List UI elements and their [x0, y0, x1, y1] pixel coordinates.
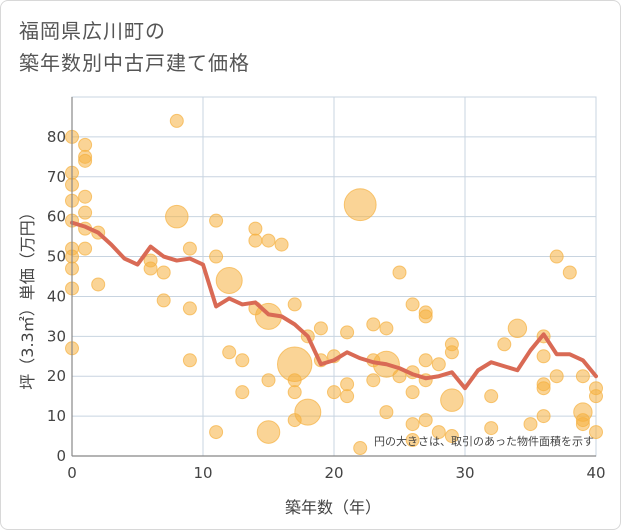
data-bubble	[248, 233, 263, 248]
data-bubble	[589, 389, 603, 404]
data-bubble	[215, 266, 243, 294]
data-bubble	[366, 373, 381, 388]
data-bubble	[440, 388, 464, 412]
data-bubble	[165, 204, 189, 229]
data-bubble	[562, 265, 577, 280]
data-bubble	[169, 113, 184, 128]
trend-series	[70, 220, 598, 391]
data-bubble	[497, 337, 512, 352]
x-axis-label: 築年数（年）	[285, 498, 381, 517]
data-bubble	[156, 265, 171, 280]
data-bubble	[182, 353, 197, 368]
data-bubble	[78, 189, 93, 204]
data-bubble	[327, 385, 341, 400]
data-bubble	[78, 153, 93, 168]
chart-title: 福岡県広川町の 築年数別中古戸建て価格	[19, 15, 250, 79]
x-tick-label: 10	[193, 464, 212, 482]
y-tick-label: 80	[47, 128, 66, 146]
data-bubble	[182, 301, 197, 316]
data-bubble	[507, 318, 528, 339]
data-bubble	[418, 309, 433, 324]
data-bubble	[261, 373, 276, 388]
data-bubble	[91, 277, 106, 292]
data-bubble	[235, 385, 250, 400]
data-bubble	[222, 345, 237, 360]
data-bubble	[549, 369, 564, 384]
data-bubble	[78, 241, 93, 256]
data-bubble	[379, 321, 394, 336]
y-tick-label: 50	[47, 248, 66, 266]
data-bubble	[143, 261, 158, 276]
data-bubble	[78, 137, 93, 152]
data-bubble	[287, 385, 302, 400]
data-bubble	[549, 249, 564, 264]
data-bubble	[287, 373, 302, 388]
data-bubble	[366, 317, 381, 332]
y-tick-label: 0	[56, 447, 66, 465]
data-bubble	[575, 417, 590, 432]
x-tick-label: 0	[67, 464, 77, 482]
y-axis-label: 坪（3.3㎡）単価（万円）	[18, 204, 37, 389]
data-bubble	[392, 265, 407, 280]
data-bubble	[536, 409, 551, 424]
data-bubble	[294, 398, 322, 426]
data-bubble	[182, 241, 197, 256]
data-bubble	[431, 357, 446, 372]
data-bubble	[343, 188, 377, 222]
data-bubble	[340, 325, 355, 340]
data-bubble	[340, 377, 355, 392]
chart-title-line-1: 福岡県広川町の	[19, 19, 166, 43]
x-tick-label: 20	[324, 464, 343, 482]
y-tick-label: 60	[47, 208, 66, 226]
data-bubble	[313, 321, 328, 336]
data-bubble	[78, 205, 93, 220]
data-bubble	[418, 353, 433, 368]
data-bubble	[418, 413, 433, 428]
data-bubble	[405, 297, 420, 312]
y-tick-label: 10	[47, 407, 66, 425]
data-bubble	[405, 417, 420, 432]
data-bubble	[274, 237, 289, 252]
data-bubble	[589, 425, 603, 440]
axes: 0 10 20 30 40 0 10 20 30 40 50 60 70 80	[47, 97, 606, 482]
data-bubble	[484, 389, 499, 404]
data-bubble	[156, 293, 171, 308]
data-bubble	[536, 349, 551, 364]
data-bubble	[405, 385, 420, 400]
y-tick-label: 40	[47, 287, 66, 305]
data-bubble	[353, 441, 368, 456]
data-bubble	[235, 353, 250, 368]
data-bubble	[444, 345, 459, 360]
data-bubble	[209, 213, 224, 228]
size-note: 円の大きさは、取引のあった物件面積を示す	[374, 434, 594, 448]
data-bubble	[287, 297, 302, 312]
data-bubble	[405, 433, 420, 448]
data-bubble	[209, 425, 224, 440]
data-bubble	[261, 233, 276, 248]
data-bubble	[379, 405, 394, 420]
grid-lines	[71, 96, 597, 457]
data-bubble	[248, 221, 263, 236]
data-bubble	[444, 429, 459, 444]
data-bubble	[536, 381, 551, 396]
y-tick-label: 30	[47, 327, 66, 345]
data-bubble	[484, 421, 499, 436]
trend-line	[70, 220, 598, 391]
y-tick-label: 20	[47, 367, 66, 385]
x-tick-label: 40	[586, 464, 605, 482]
y-tick-label: 70	[47, 168, 66, 186]
chart-title-line-2: 築年数別中古戸建て価格	[19, 51, 250, 75]
data-bubble	[209, 249, 224, 264]
data-bubble	[256, 420, 281, 444]
data-bubble	[431, 425, 446, 440]
data-bubble	[575, 369, 590, 384]
data-bubble	[340, 389, 355, 404]
x-tick-label: 30	[455, 464, 474, 482]
data-bubble	[523, 417, 538, 432]
